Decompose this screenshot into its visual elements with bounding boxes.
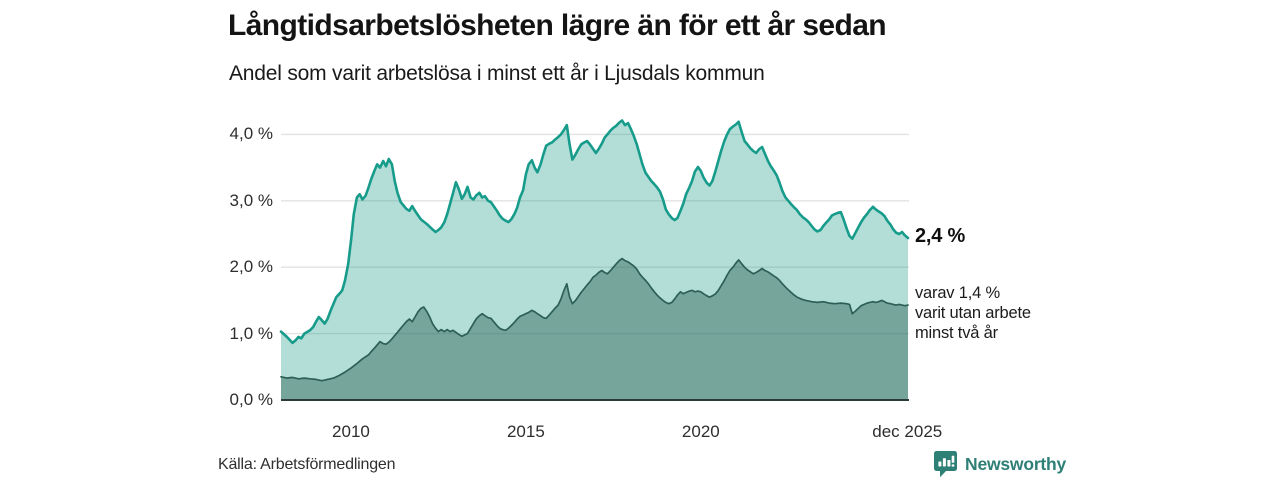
subset-area-fill — [281, 258, 908, 400]
newsworthy-wordmark: Newsworthy — [965, 453, 1067, 474]
subset-annotation: varav 1,4 % varit utan arbete minst två … — [915, 283, 1031, 343]
y-tick-label: 2,0 % — [229, 257, 273, 277]
x-tick-label: 2020 — [681, 422, 720, 441]
x-tick-label: 2015 — [506, 422, 545, 441]
x-tick-label: 2010 — [332, 422, 370, 441]
y-tick-label: 0,0 % — [229, 390, 273, 409]
subset-line — [280, 257, 909, 382]
subset-annotation-line: varit utan arbete — [915, 304, 1031, 322]
y-tick-label: 4,0 % — [229, 124, 273, 144]
newsworthy-icon — [934, 451, 957, 478]
subset-annotation-line: minst två år — [915, 324, 998, 342]
subset-annotation-line: varav 1,4 % — [915, 284, 1000, 302]
x-tick-label: dec 2025 — [872, 422, 943, 441]
end-value-label: 2,4 % — [915, 225, 966, 247]
page-title: Långtidsarbetslösheten lägre än för ett … — [228, 9, 887, 42]
y-tick-label: 1,0 % — [229, 323, 273, 343]
chart-subtitle: Andel som varit arbetslösa i minst ett å… — [229, 62, 765, 85]
y-tick-label: 3,0 % — [229, 190, 273, 210]
total-line — [279, 119, 910, 345]
source-credit: Källa: Arbetsförmedlingen — [218, 456, 396, 473]
newsworthy-logo: Newsworthy — [933, 450, 1066, 478]
